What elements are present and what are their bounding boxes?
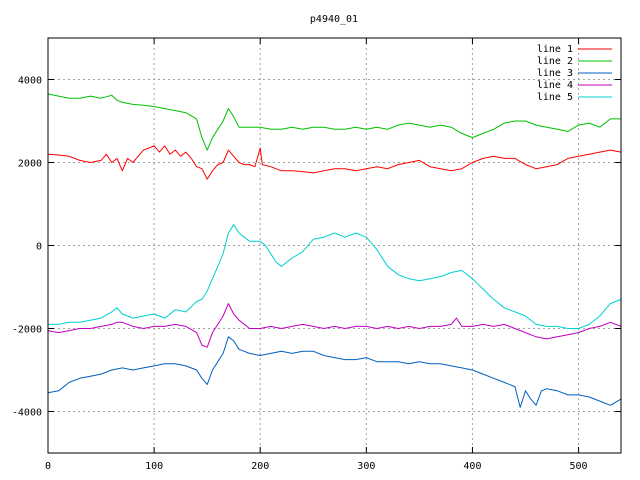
chart-title: p4940_01 bbox=[310, 14, 358, 25]
series-line-1 bbox=[47, 145, 622, 180]
legend-label-4: line 4 bbox=[537, 80, 573, 91]
series-line-4 bbox=[47, 303, 622, 348]
legend-label-1: line 1 bbox=[537, 44, 573, 55]
series-line-5 bbox=[48, 224, 622, 329]
grid-lines bbox=[47, 38, 621, 453]
x-tick-label: 200 bbox=[251, 461, 269, 472]
y-tick-label: -2000 bbox=[12, 325, 42, 336]
legend-label-3: line 3 bbox=[537, 68, 573, 79]
axis-ticks: 0 100 200 300 400 500 -4000 -2000 0 2000 4000 bbox=[12, 38, 621, 472]
series-line-3 bbox=[47, 336, 622, 408]
x-tick-label: 300 bbox=[357, 461, 375, 472]
x-tick-label: 100 bbox=[145, 461, 163, 472]
legend-label-5: line 5 bbox=[537, 92, 573, 103]
y-tick-label: 4000 bbox=[18, 76, 42, 87]
y-tick-label: 2000 bbox=[18, 159, 42, 170]
x-tick-label: 400 bbox=[463, 461, 481, 472]
legend-label-2: line 2 bbox=[537, 56, 573, 67]
y-tick-label: 0 bbox=[36, 242, 42, 253]
x-tick-label: 500 bbox=[570, 461, 588, 472]
y-tick-label: -4000 bbox=[12, 408, 42, 419]
series-group bbox=[47, 93, 622, 408]
series-line-2 bbox=[47, 93, 621, 151]
x-tick-label: 0 bbox=[45, 461, 51, 472]
